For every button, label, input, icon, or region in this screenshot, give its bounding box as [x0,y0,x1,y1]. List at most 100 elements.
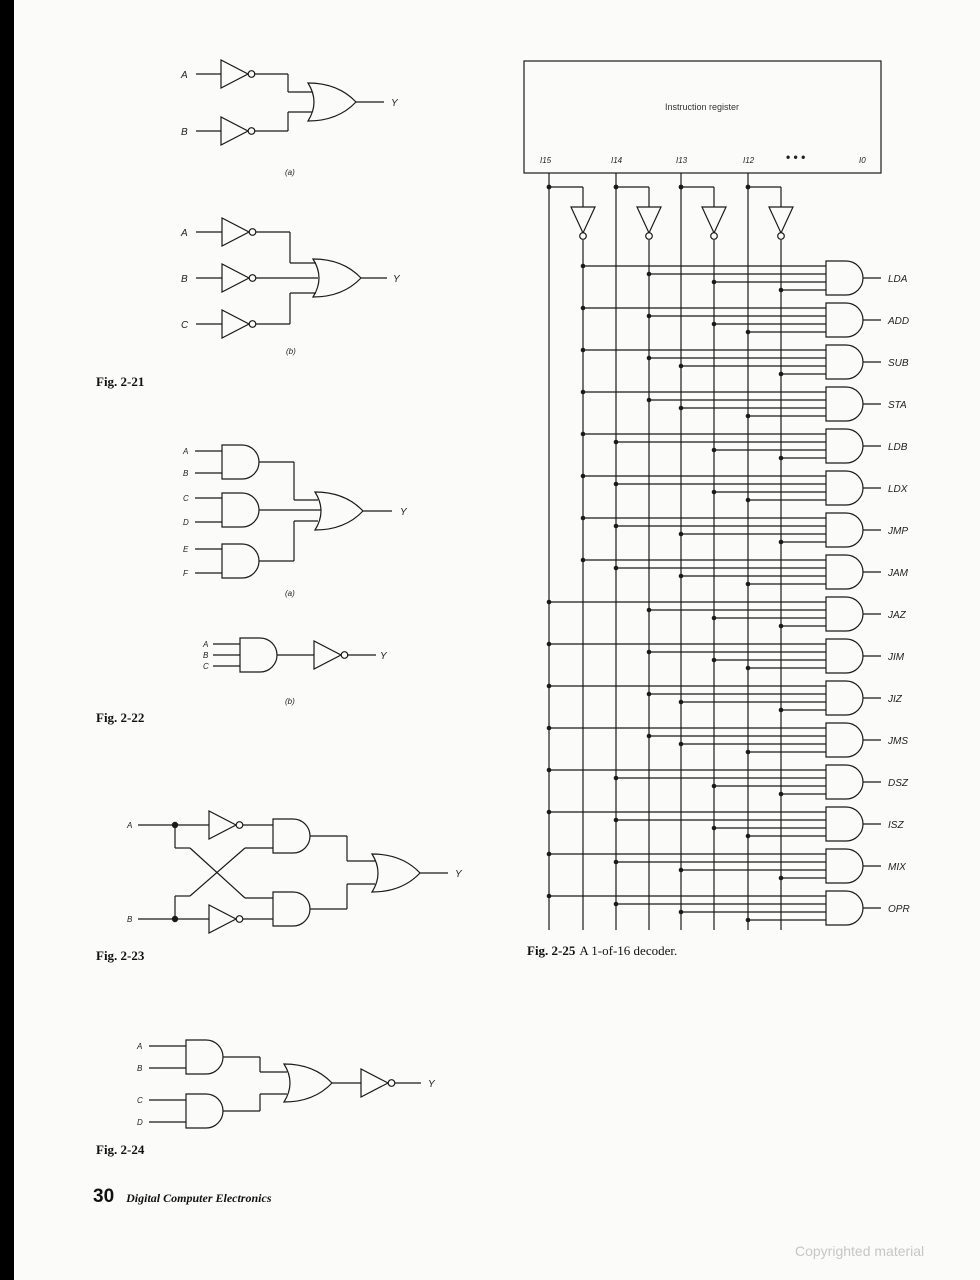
fig-2-22b-output: Y [380,651,388,662]
fig-2-24-input-b: B [137,1064,143,1073]
wire-junction [679,742,684,747]
wire-junction [547,894,552,899]
copyright-watermark: Copyrighted material [795,1243,924,1259]
wire-junction [614,566,619,571]
fig-2-21a-input-a: A [180,70,188,81]
fig-2-23-label: Fig. 2-23 [96,948,145,963]
output-label-add: ADD [887,316,909,327]
and-gate-jam [826,555,863,589]
pin-i13: I13 [676,156,688,165]
fig-2-21b-input-c: C [181,320,189,331]
fig-2-24-input-c: C [137,1096,143,1105]
fig-2-21b-diagram: A B C Y (b) [180,218,401,356]
fig-2-21b-output: Y [393,274,401,285]
wire-junction [746,582,751,587]
output-label-jaz: JAZ [887,610,907,621]
pin-i12: I12 [743,156,755,165]
fig-2-21a-output: Y [391,98,399,109]
wire-junction [647,692,652,697]
fig-2-24-input-d: D [137,1118,143,1127]
wire-junction [679,574,684,579]
fig-2-22a-input-e: E [183,545,189,554]
and-gate-sub [826,345,863,379]
wire-junction [581,264,586,269]
wire-junction [581,558,586,563]
wire-junction [614,440,619,445]
instruction-register-label: Instruction register [665,102,739,112]
wire-junction [679,532,684,537]
and-gate-jmp [826,513,863,547]
wire-junction [647,356,652,361]
and-gate-lda [826,261,863,295]
fig-2-24-label: Fig. 2-24 [96,1142,145,1157]
wire-junction [779,792,784,797]
fig-2-22b-diagram: A B C Y (b) [202,638,388,706]
wire-junction [746,498,751,503]
wire-junction [779,372,784,377]
wire-junction [712,616,717,621]
wire-junction [547,600,552,605]
fig-2-21a-input-b: B [181,127,188,138]
wire-junction [712,280,717,285]
decoder-gates: LDA ADD SUB STA LDB LDX JMP JAM JAZ JIM JIZ JMS DSZ I… [826,261,910,925]
wire-junction [679,868,684,873]
book-title: Digital Computer Electronics [126,1191,271,1205]
inverter-gate [769,207,793,239]
page-number: 30 [93,1186,114,1207]
output-label-dsz: DSZ [888,778,909,789]
pin-i0: I0 [859,156,866,165]
and-gate-mix [826,849,863,883]
wire-junction [779,708,784,713]
pin-ellipsis: • • • [786,150,805,164]
fig-2-23-input-a: A [126,821,132,830]
fig-2-25-caption-text: A 1-of-16 decoder. [579,943,677,958]
fig-2-22a-input-c: C [183,494,189,503]
fig-2-25-diagram: Instruction register I15 I14 I13 I12 • •… [524,61,910,930]
wire-junction [712,322,717,327]
and-gate-jiz [826,681,863,715]
output-label-ldx: LDX [888,484,908,495]
and-gate-add [826,303,863,337]
fig-2-24-input-a: A [136,1042,142,1051]
fig-2-22b-sublabel: (b) [285,697,295,706]
wire-junction [746,918,751,923]
wire-junction [779,288,784,293]
wire-junction [614,818,619,823]
fig-2-21b-input-b: B [181,274,188,285]
wire-junction [712,490,717,495]
inverter-gate [702,207,726,239]
wire-junction [547,768,552,773]
output-label-sta: STA [888,400,907,411]
and-gate-jms [826,723,863,757]
and-gate-sta [826,387,863,421]
and-gate-jim [826,639,863,673]
output-label-opr: OPR [888,904,910,915]
wire-junction [547,642,552,647]
wire-junction [581,348,586,353]
fig-2-22a-sublabel: (a) [285,589,295,598]
wire-junction [679,406,684,411]
fig-2-22b-input-c: C [203,662,209,671]
wire-junction [679,910,684,915]
wire-junction [779,876,784,881]
wire-junction [614,902,619,907]
wire-junction [614,860,619,865]
output-label-isz: ISZ [888,820,904,831]
wire-junction [647,650,652,655]
page-footer: 30 Digital Computer Electronics [93,1186,271,1208]
wire-junction [647,272,652,277]
wire-junction [746,666,751,671]
wire-junction [712,784,717,789]
wire-junction [647,608,652,613]
wire-junction [779,456,784,461]
inverter-gate [571,207,595,239]
wire-junction [547,810,552,815]
output-label-ldb: LDB [888,442,908,453]
fig-2-25-label: Fig. 2-25 [527,943,575,958]
wire-junction [746,750,751,755]
and-gate-opr [826,891,863,925]
fig-2-22b-input-b: B [203,651,209,660]
wire-junction [581,306,586,311]
wire-junction [581,516,586,521]
output-label-jmp: JMP [887,526,908,537]
